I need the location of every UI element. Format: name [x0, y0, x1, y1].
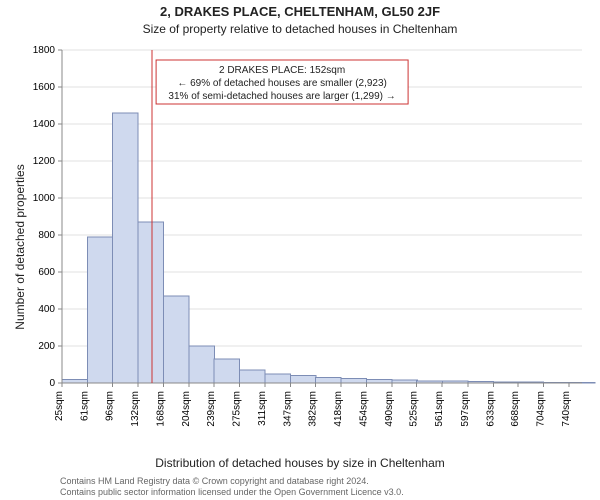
histogram-bar [138, 222, 164, 383]
callout-line: 2 DRAKES PLACE: 152sqm [219, 65, 345, 76]
x-tick-label: 239sqm [206, 391, 217, 427]
callout-line: 31% of semi-detached houses are larger (… [168, 91, 395, 102]
histogram-bar [239, 370, 265, 383]
attribution-line-1: Contains HM Land Registry data © Crown c… [60, 476, 580, 487]
histogram-bar [163, 296, 189, 383]
x-tick-label: 61sqm [80, 391, 91, 421]
x-tick-label: 490sqm [384, 391, 395, 427]
y-tick-label: 1800 [33, 45, 56, 56]
histogram-bar [341, 378, 367, 383]
x-tick-label: 168sqm [155, 391, 166, 427]
histogram-chart: 0 200 400 600 800 1000 1200 1400 1600 1800 25sqm 61… [0, 40, 600, 455]
histogram-bar [290, 376, 316, 383]
x-tick-label: 633sqm [485, 391, 496, 427]
y-tick-label: 400 [38, 304, 55, 315]
histogram-bar [62, 379, 88, 383]
x-tick-label: 454sqm [358, 391, 369, 427]
x-tick-label: 382sqm [307, 391, 318, 427]
callout-line: ← 69% of detached houses are smaller (2,… [177, 78, 387, 89]
y-tick-label: 200 [38, 341, 55, 352]
attribution-line-2: Contains public sector information licen… [60, 487, 580, 498]
histogram-bar [366, 379, 392, 383]
page-title: 2, DRAKES PLACE, CHELTENHAM, GL50 2JF [0, 4, 600, 19]
y-tick-label: 1600 [33, 82, 56, 93]
x-tick-label: 418sqm [333, 391, 344, 427]
y-tick-label: 1200 [33, 156, 56, 167]
x-tick-label: 561sqm [434, 391, 445, 427]
histogram-bar [315, 377, 341, 383]
histogram-bar [112, 113, 138, 383]
x-tick-label: 597sqm [460, 391, 471, 427]
attribution-text: Contains HM Land Registry data © Crown c… [60, 476, 580, 499]
x-tick-label: 668sqm [510, 391, 521, 427]
x-tick-label: 740sqm [561, 391, 572, 427]
histogram-bar [214, 359, 240, 383]
x-tick-label: 132sqm [130, 391, 141, 427]
x-tick-label: 311sqm [257, 391, 268, 426]
y-tick-label: 0 [49, 378, 55, 389]
y-tick-label: 1000 [33, 193, 56, 204]
y-tick-label: 1400 [33, 119, 56, 130]
page-subtitle: Size of property relative to detached ho… [0, 22, 600, 36]
x-axis-label: Distribution of detached houses by size … [0, 456, 600, 470]
y-tick-label: 600 [38, 267, 55, 278]
x-tick-label: 204sqm [181, 391, 192, 427]
y-tick-label: 800 [38, 230, 55, 241]
histogram-bar [265, 374, 291, 383]
x-tick-label: 25sqm [54, 391, 65, 421]
x-tick-label: 275sqm [231, 391, 242, 427]
x-tick-label: 525sqm [409, 391, 420, 427]
bars [62, 113, 595, 383]
histogram-bar [189, 346, 215, 383]
histogram-bar [88, 237, 114, 383]
x-tick-label: 96sqm [104, 391, 115, 421]
x-tick-label: 704sqm [536, 391, 547, 427]
x-tick-label: 347sqm [282, 391, 293, 427]
